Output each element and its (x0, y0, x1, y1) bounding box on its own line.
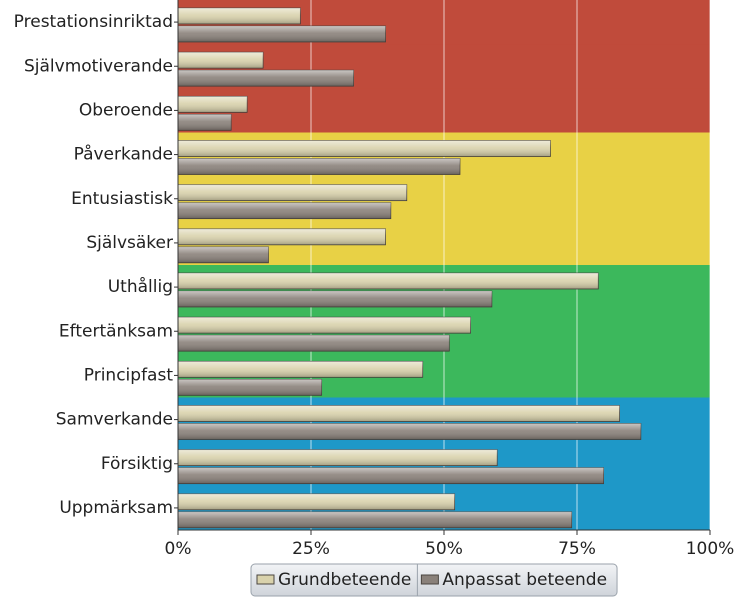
bar-shine (178, 52, 264, 69)
legend-swatch (420, 574, 439, 585)
bar-shine (178, 379, 322, 396)
y-tick-label: Självmotiverande (24, 56, 173, 76)
x-tick-label: 0% (165, 539, 192, 559)
y-tick-label: Uppmärksam (59, 498, 173, 518)
legend-label: Grundbeteende (278, 570, 411, 590)
y-tick-label: Samverkande (56, 410, 173, 430)
bar-shine (178, 8, 301, 24)
bar-shine (178, 114, 232, 131)
y-tick-label: Entusiastisk (71, 189, 173, 209)
bar-shine (178, 335, 450, 352)
y-tick-label: Självsäker (86, 233, 173, 253)
bar-shine (178, 317, 471, 334)
y-tick-label: Påverkande (74, 144, 173, 165)
bars (177, 7, 642, 529)
bar-shine (178, 70, 354, 87)
bar-shine (178, 423, 641, 440)
x-tick-label: 25% (292, 539, 330, 559)
bar-shine (178, 493, 455, 510)
y-tick-label: Prestationsinriktad (14, 12, 173, 32)
legend-label: Anpassat beteende (442, 570, 607, 590)
legend-swatch (256, 574, 275, 585)
bar-shine (178, 246, 269, 263)
bar-shine (178, 26, 386, 42)
x-tick-label: 100% (686, 539, 735, 559)
bar-shine (178, 511, 572, 528)
y-tick-label: Försiktig (101, 454, 173, 474)
bar-shine (178, 291, 492, 307)
bar-shine (178, 158, 460, 175)
bar-shine (178, 184, 407, 201)
bar-shine (178, 96, 248, 113)
bar-shine (178, 361, 423, 378)
y-tick-label: Uthållig (108, 276, 173, 297)
y-tick-label: Eftertänksam (59, 321, 173, 341)
y-tick-label: Oberoende (79, 100, 173, 120)
bar-shine (178, 405, 620, 422)
bar-shine (178, 467, 604, 484)
x-tick-label: 50% (425, 539, 463, 559)
x-tick-label: 75% (558, 539, 596, 559)
y-tick-label: Principfast (84, 365, 174, 385)
axes: 0% 25% 50% 75% 100% Prestationsinriktad Självm… (14, 0, 735, 559)
bar-shine (178, 228, 386, 245)
bar-shine (178, 273, 599, 289)
bar-shine (178, 449, 498, 466)
bar-shine (178, 202, 391, 219)
legend: Grundbeteende Anpassat beteende (250, 563, 618, 597)
bar-shine (178, 140, 551, 157)
